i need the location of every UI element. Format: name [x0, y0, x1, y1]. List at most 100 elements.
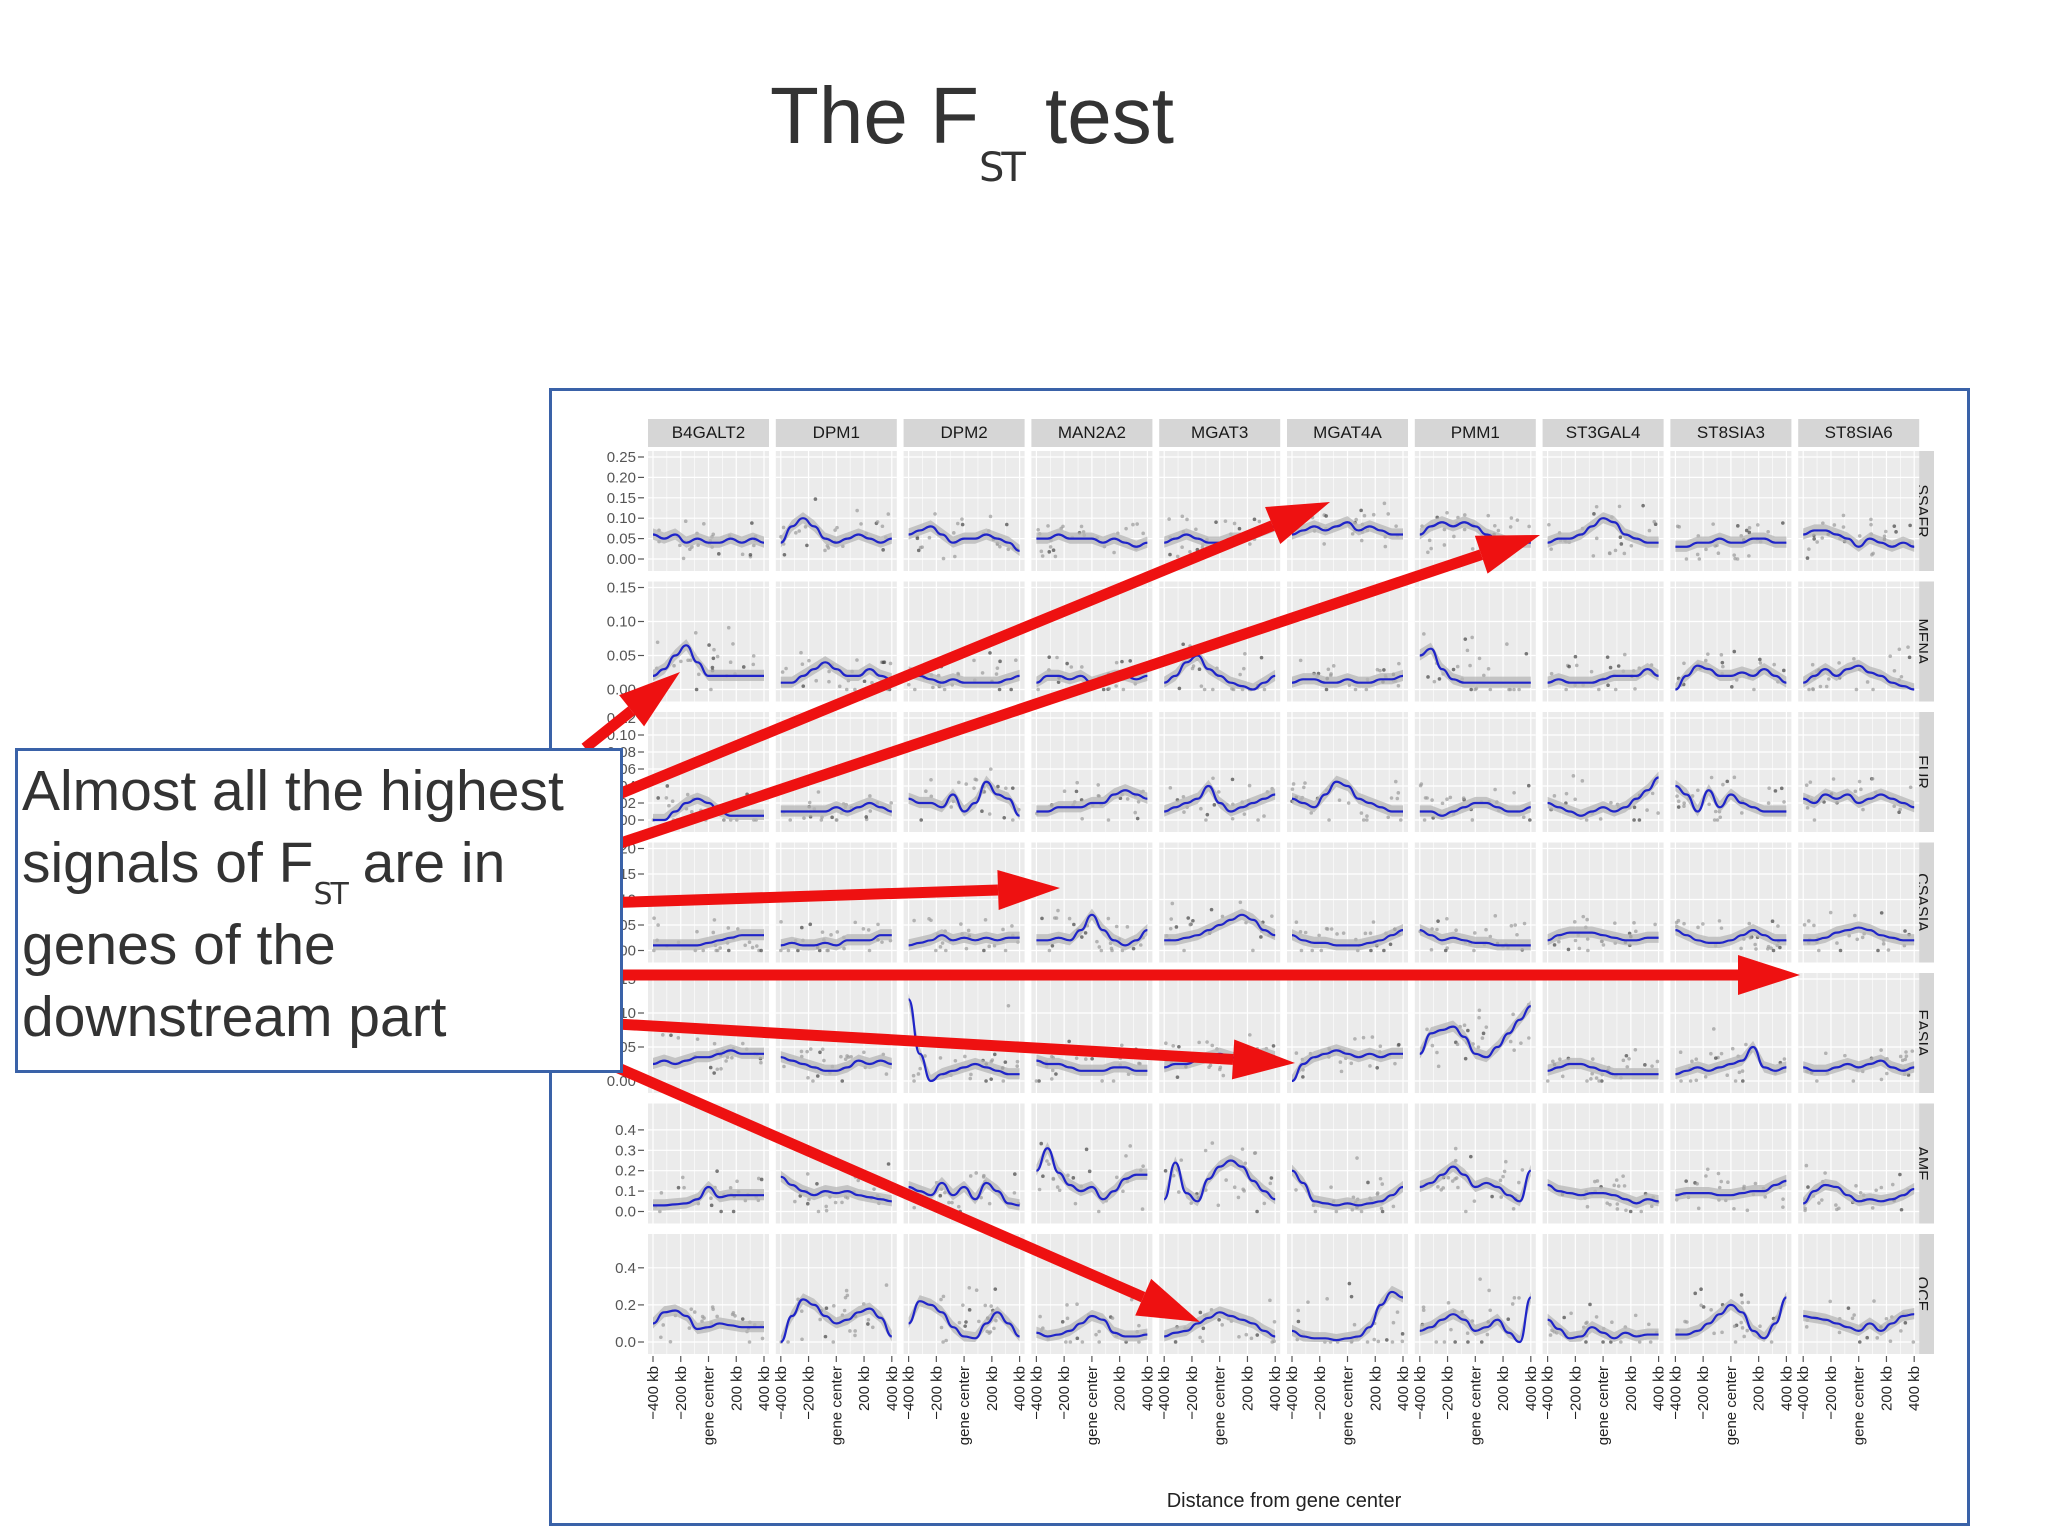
data-point	[710, 665, 715, 670]
data-point	[1071, 1176, 1076, 1180]
data-point	[1512, 687, 1516, 692]
data-point	[1586, 948, 1590, 953]
data-point	[1442, 543, 1447, 547]
data-point	[1366, 1180, 1370, 1185]
data-point	[1325, 1297, 1329, 1301]
data-point	[1510, 1302, 1515, 1306]
data-point	[1869, 522, 1873, 527]
data-point	[1675, 794, 1679, 798]
data-point	[1097, 1329, 1101, 1334]
data-point	[844, 687, 849, 692]
data-point	[1712, 1331, 1716, 1336]
data-point	[1857, 534, 1862, 538]
data-point	[1199, 684, 1204, 688]
data-point	[1446, 1175, 1451, 1180]
smooth-line	[1675, 784, 1787, 813]
data-point	[1296, 1319, 1301, 1324]
confidence-band	[1164, 1154, 1276, 1207]
data-point	[1269, 1176, 1274, 1180]
data-point	[1168, 552, 1172, 557]
data-point	[974, 1171, 979, 1175]
data-point	[993, 1287, 998, 1291]
data-point	[808, 922, 813, 927]
facet-strip-bg	[1031, 419, 1153, 447]
data-point	[1478, 1277, 1482, 1281]
data-point	[1624, 1053, 1629, 1058]
x-tick-label: −200 kb	[1823, 1366, 1840, 1420]
data-point	[797, 782, 802, 787]
data-point	[845, 1293, 850, 1298]
data-point	[802, 816, 806, 820]
data-point	[1350, 532, 1355, 536]
data-point	[1466, 1340, 1470, 1344]
confidence-band	[1547, 512, 1659, 548]
data-point	[1135, 816, 1140, 821]
data-point	[987, 812, 992, 816]
data-point	[1846, 1306, 1851, 1310]
data-point	[981, 1175, 986, 1179]
data-point	[1456, 1185, 1460, 1190]
data-point	[1608, 665, 1613, 670]
data-point	[1009, 687, 1013, 692]
data-point	[1851, 1079, 1856, 1083]
data-point	[1719, 653, 1724, 657]
data-point	[1244, 1332, 1249, 1337]
data-point	[875, 520, 880, 524]
data-point	[1359, 1209, 1364, 1214]
data-point	[1212, 803, 1217, 807]
x-tick-label: −200 kb	[1312, 1366, 1329, 1420]
data-point	[1423, 796, 1428, 800]
data-point	[1821, 521, 1825, 525]
data-point	[1120, 659, 1124, 664]
data-point	[685, 792, 690, 797]
x-tick-label: 400 kb	[1139, 1366, 1156, 1411]
data-point	[1617, 504, 1622, 509]
data-point	[656, 796, 660, 800]
data-point	[740, 552, 745, 557]
data-point	[733, 1314, 737, 1318]
data-point	[1453, 1340, 1457, 1344]
data-point	[1719, 926, 1724, 930]
data-point	[1191, 919, 1195, 923]
data-point	[1527, 1036, 1531, 1040]
data-point	[1202, 687, 1207, 692]
data-point	[656, 923, 660, 927]
data-point	[1106, 818, 1111, 822]
data-point	[1075, 1302, 1079, 1307]
x-tick-label: −200 kb	[928, 1366, 945, 1420]
data-point	[686, 658, 690, 663]
data-point	[1268, 1181, 1273, 1186]
data-point	[786, 1340, 790, 1344]
x-axis-title: Distance from gene center	[1167, 1490, 1402, 1512]
data-point	[1899, 674, 1904, 679]
x-tick-label: 200 kb	[1367, 1366, 1384, 1411]
x-tick-label: 200 kb	[1112, 1366, 1129, 1411]
data-point	[1769, 1340, 1774, 1344]
data-point	[1493, 914, 1498, 918]
data-point	[1338, 1060, 1343, 1064]
data-point	[1382, 501, 1387, 506]
x-tick-label: gene center	[1851, 1366, 1868, 1445]
data-point	[1594, 1315, 1599, 1319]
facet-strip-bg	[1798, 419, 1920, 447]
data-point	[1815, 540, 1819, 544]
data-point	[700, 1314, 705, 1319]
data-point	[1365, 1340, 1370, 1344]
data-point	[1678, 1050, 1683, 1054]
data-point	[1574, 663, 1579, 668]
data-point	[676, 1036, 681, 1040]
data-point	[1865, 680, 1870, 684]
data-point	[1075, 1046, 1080, 1050]
data-point	[1055, 1185, 1060, 1189]
data-point	[681, 556, 686, 561]
data-point	[806, 1075, 810, 1080]
data-point	[1232, 1185, 1237, 1189]
data-point	[1365, 814, 1369, 818]
data-point	[1167, 517, 1171, 521]
data-point	[759, 948, 764, 953]
data-point	[960, 522, 965, 527]
data-point	[1676, 918, 1681, 923]
confidence-band	[1675, 779, 1787, 817]
data-point	[1508, 687, 1513, 692]
data-point	[842, 1308, 847, 1313]
